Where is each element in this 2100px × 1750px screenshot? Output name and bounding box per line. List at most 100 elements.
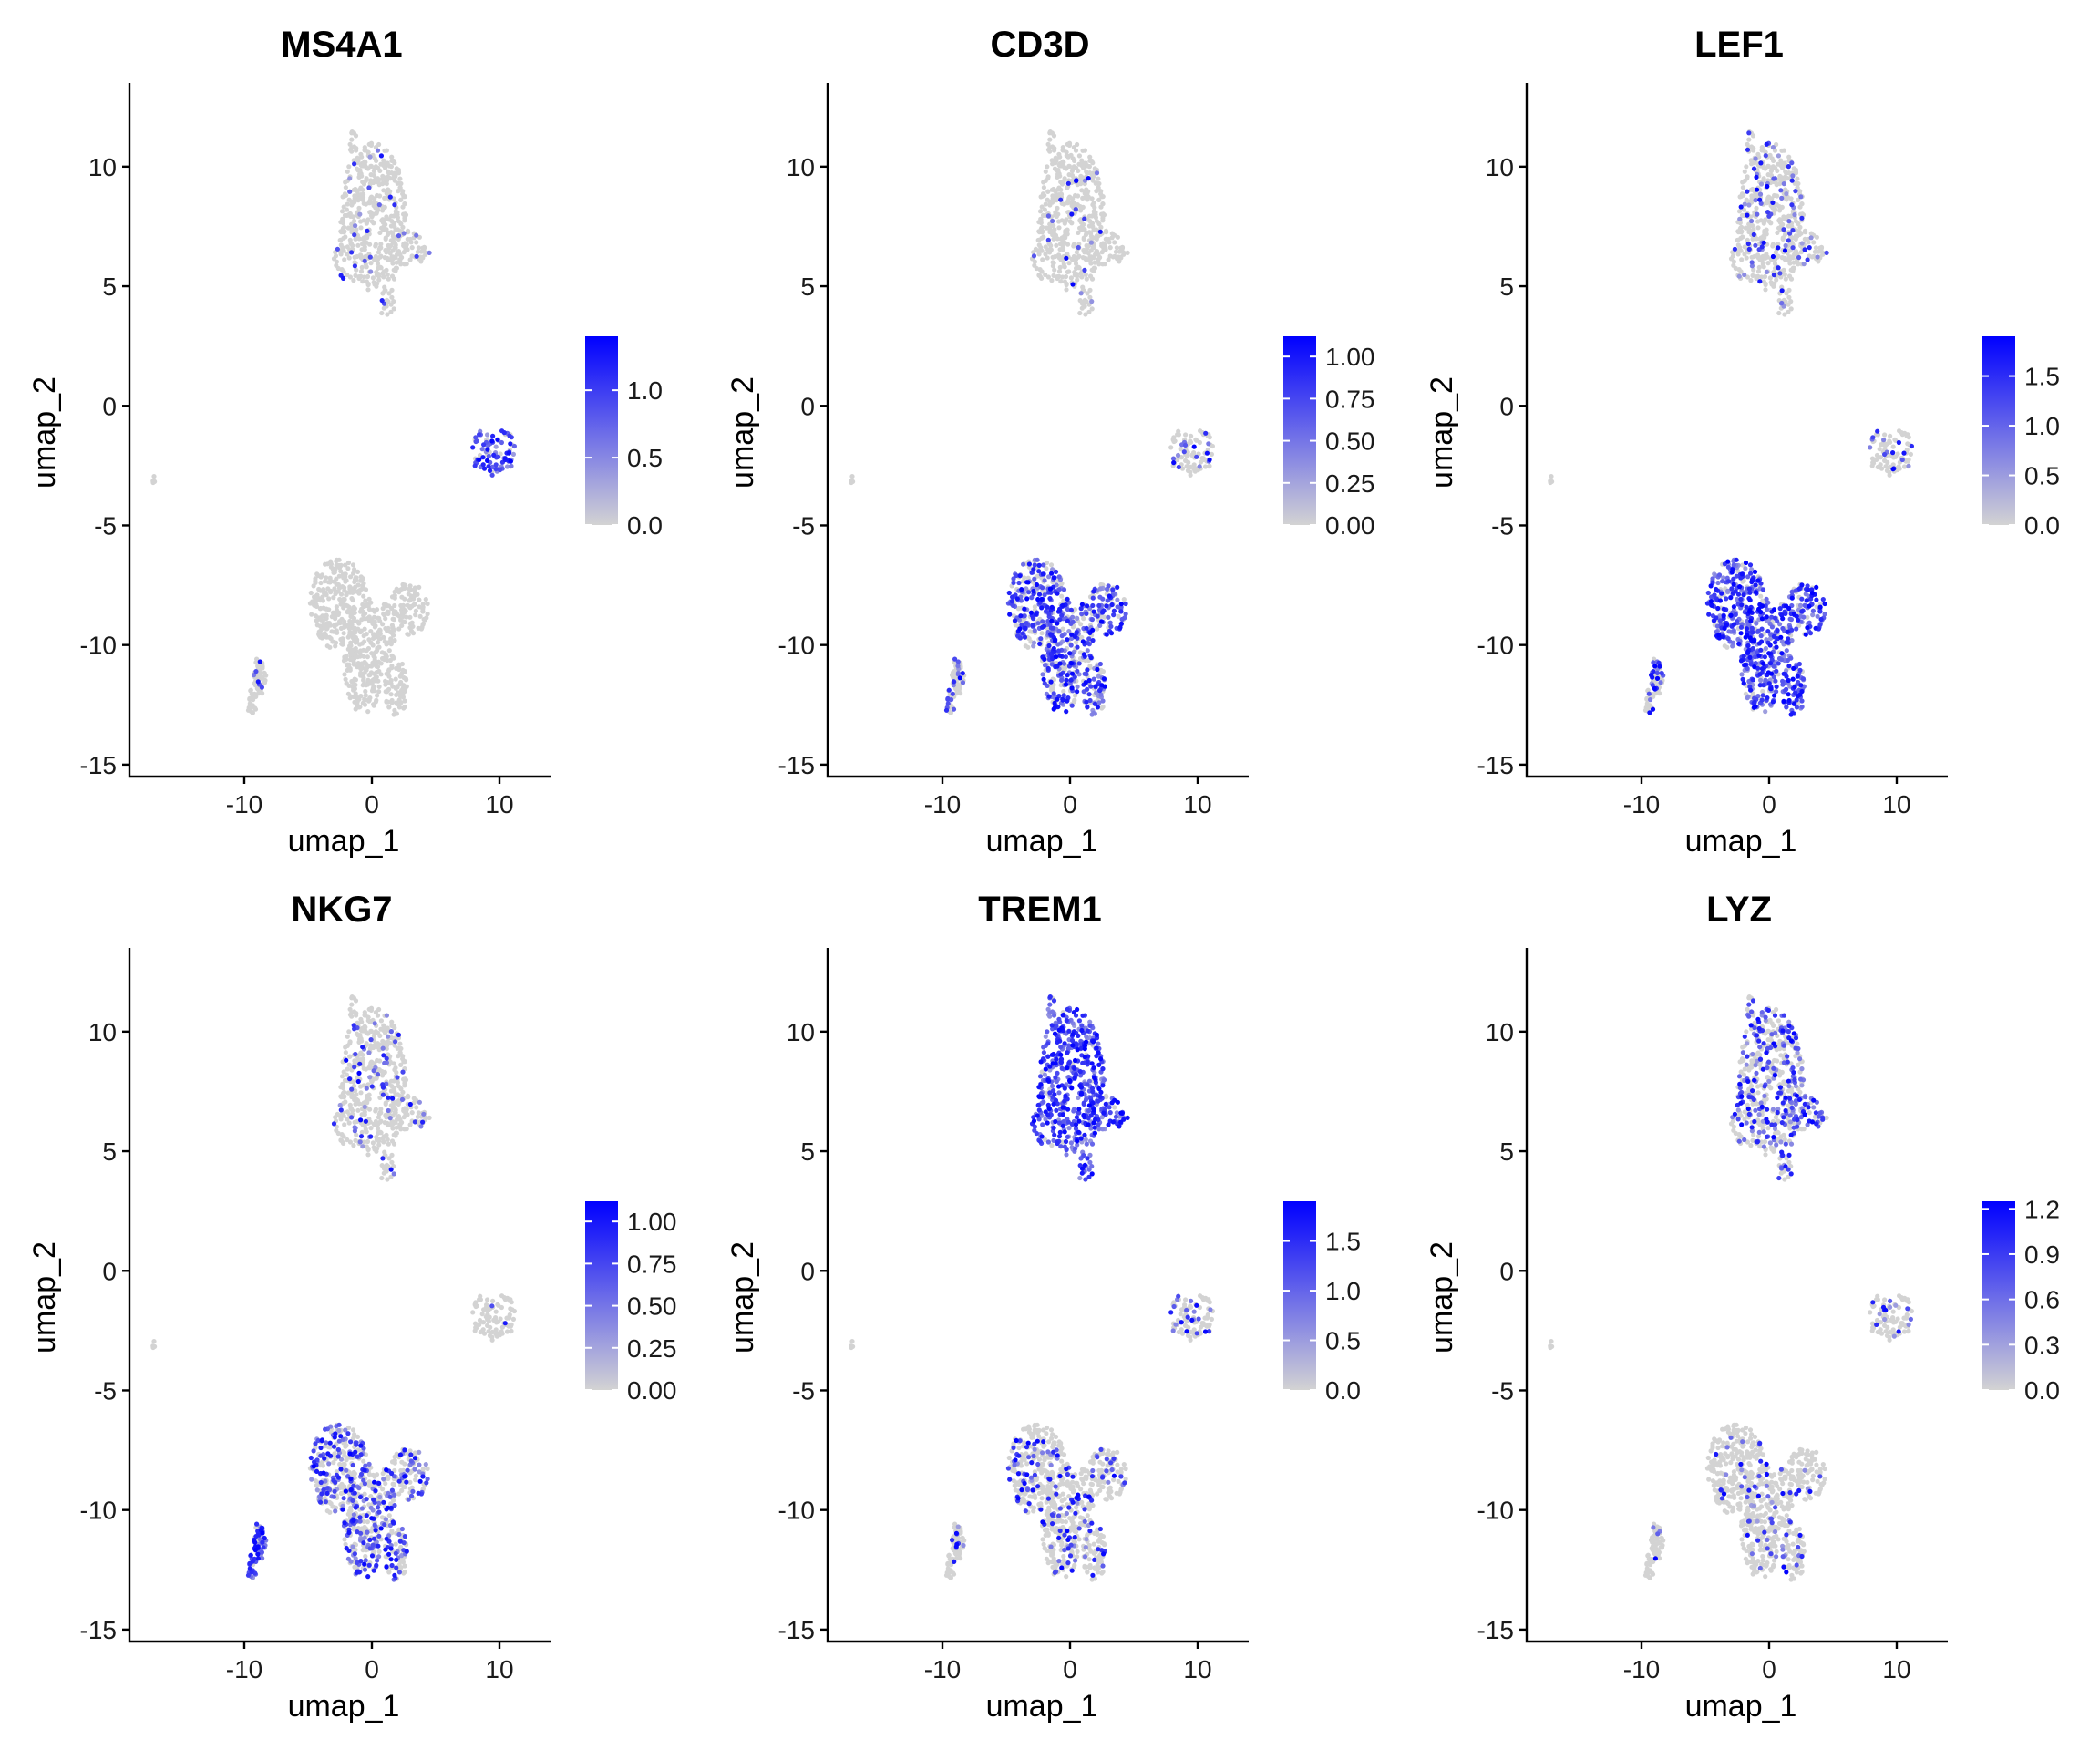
point	[1042, 592, 1047, 598]
point	[349, 1002, 355, 1007]
point	[1807, 253, 1812, 259]
point	[487, 468, 493, 474]
point	[1731, 622, 1737, 627]
point	[1061, 688, 1066, 695]
point	[1715, 605, 1721, 612]
point	[347, 618, 353, 624]
point	[1748, 571, 1754, 576]
point	[1100, 262, 1106, 267]
point	[1095, 666, 1100, 673]
point	[1031, 567, 1036, 572]
point	[1071, 242, 1076, 247]
point	[1085, 245, 1090, 251]
point	[310, 599, 315, 604]
point	[1065, 242, 1071, 247]
x-axis-title: umap_1	[986, 824, 1098, 859]
point	[1064, 217, 1069, 222]
point	[368, 664, 375, 669]
point	[378, 242, 384, 247]
point	[375, 281, 380, 286]
point	[496, 454, 501, 459]
point	[473, 438, 479, 445]
point	[1082, 190, 1087, 195]
point	[367, 672, 373, 678]
point	[1123, 612, 1128, 617]
point	[1050, 260, 1055, 265]
point	[1035, 237, 1041, 243]
point	[414, 232, 419, 238]
point	[1784, 648, 1789, 654]
point	[330, 639, 335, 644]
point	[1086, 176, 1091, 181]
point	[1750, 133, 1756, 139]
point	[1048, 679, 1054, 685]
point	[960, 671, 965, 676]
point	[1085, 170, 1090, 176]
point	[409, 245, 415, 251]
point	[1783, 276, 1788, 282]
colorbar-label: 1.00	[1325, 343, 1375, 371]
point	[334, 604, 339, 610]
point	[1097, 586, 1103, 592]
point	[1064, 677, 1069, 683]
point	[1762, 231, 1767, 236]
point	[1045, 237, 1051, 242]
point	[358, 255, 364, 261]
point	[1068, 643, 1074, 648]
point	[1175, 457, 1180, 462]
point	[341, 631, 346, 636]
points	[1548, 129, 1914, 717]
point	[319, 626, 324, 632]
point	[1032, 628, 1037, 633]
point	[1745, 212, 1750, 218]
point	[1052, 267, 1057, 273]
point	[405, 632, 410, 637]
point	[1747, 609, 1753, 614]
point	[371, 1033, 376, 1039]
point	[1036, 242, 1042, 248]
point	[371, 203, 376, 209]
colorbar-label: 1.0	[627, 376, 663, 405]
point	[1654, 670, 1660, 676]
point	[1726, 629, 1732, 634]
point	[390, 1105, 396, 1110]
point	[509, 463, 514, 468]
point	[1799, 609, 1805, 614]
point	[1763, 153, 1768, 159]
point	[365, 287, 371, 293]
point	[345, 1066, 350, 1072]
point	[1741, 681, 1746, 686]
point	[1051, 645, 1056, 652]
point	[1868, 445, 1873, 450]
point	[345, 1034, 350, 1039]
point	[365, 273, 371, 280]
point	[1756, 606, 1762, 612]
point	[1888, 433, 1893, 438]
point	[1109, 235, 1115, 241]
point	[1909, 443, 1914, 449]
point	[1816, 259, 1821, 264]
point	[359, 173, 365, 179]
point	[1079, 274, 1085, 280]
point	[372, 634, 377, 640]
point	[352, 260, 357, 265]
point	[416, 1110, 421, 1116]
point	[381, 602, 386, 607]
point	[1077, 310, 1083, 316]
point	[481, 466, 488, 471]
point	[508, 458, 514, 464]
point	[309, 612, 314, 617]
point	[376, 273, 382, 279]
point	[1076, 253, 1082, 259]
point	[1068, 275, 1074, 281]
point	[386, 276, 391, 282]
point	[414, 1105, 419, 1110]
point	[348, 643, 354, 649]
point	[338, 592, 345, 597]
point	[420, 609, 426, 614]
point	[1078, 208, 1084, 213]
point	[1728, 612, 1734, 618]
point	[1042, 681, 1047, 686]
point	[397, 1122, 403, 1127]
point	[955, 672, 961, 677]
